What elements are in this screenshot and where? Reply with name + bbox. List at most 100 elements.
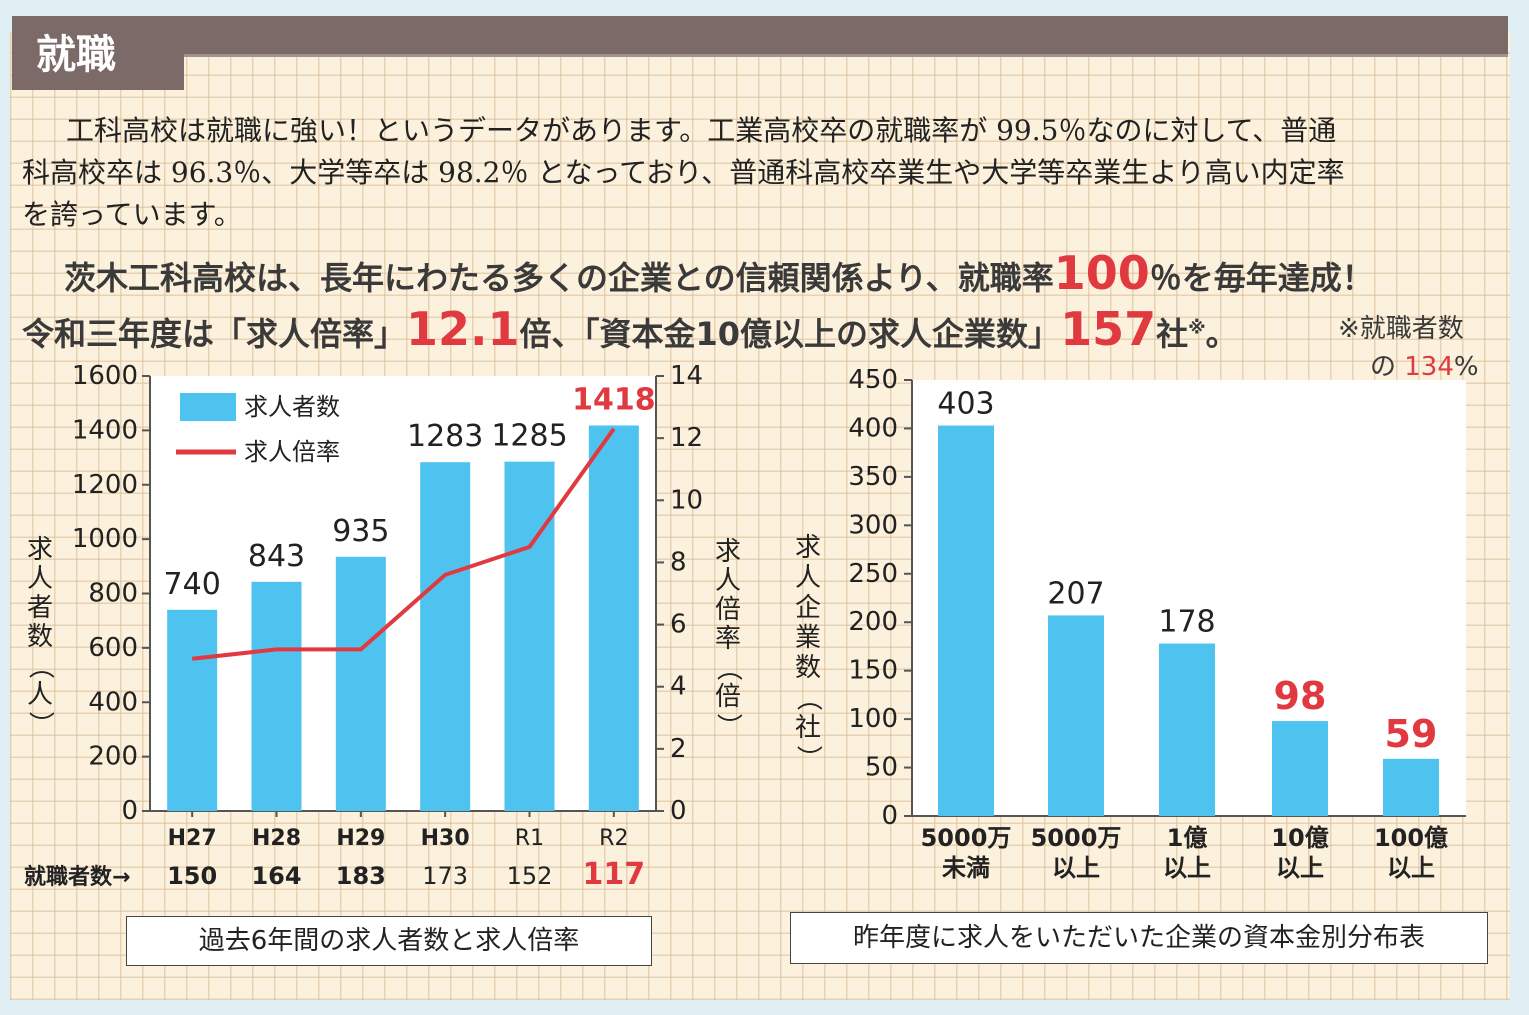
- y2-axis-label-char: （: [713, 655, 743, 681]
- y2-axis-label-char: ）: [713, 713, 743, 739]
- y-axis-label: 求人者数（人）: [25, 535, 55, 737]
- employed-row-label: 就職者数→: [24, 864, 130, 890]
- legend-line-label: 求人倍率: [244, 438, 340, 466]
- headline-employment-rate: 茨木工科高校は、長年にわたる多くの企業との信頼関係より、就職率100％を毎年達成…: [64, 246, 1374, 300]
- bar-value-label: 1418: [572, 382, 656, 417]
- y-axis-label: 求人企業数（社）: [793, 533, 823, 771]
- section-title: 就職: [36, 31, 116, 78]
- y2-axis-label-char: 倍: [715, 595, 741, 625]
- y-tick-label: 50: [865, 753, 898, 783]
- bar-value-label: 59: [1385, 712, 1438, 756]
- y-tick-label: 250: [848, 559, 898, 589]
- x-tick-label: R2: [599, 826, 628, 851]
- chart1-caption: 過去6年間の求人者数と求人倍率: [126, 916, 652, 966]
- y-tick-label: 800: [88, 579, 138, 609]
- y2-tick-label: 12: [670, 423, 703, 453]
- y-tick-label: 400: [88, 687, 138, 717]
- y-tick-label: 1600: [72, 361, 138, 391]
- y2-tick-label: 14: [670, 361, 703, 391]
- headline2-post: 社: [1156, 315, 1189, 353]
- intro-text: 工科高校は就職に強い！というデータがあります。工業高校卒の就職率が 99.5％な…: [22, 110, 1502, 236]
- y2-tick-label: 4: [670, 672, 687, 702]
- header-bar-line: [150, 54, 1508, 57]
- y-tick-label: 100: [848, 704, 898, 734]
- y-axis-label-char: ）: [25, 711, 55, 737]
- headline2-end: 。: [1205, 315, 1238, 353]
- y-tick-label: 1400: [72, 415, 138, 445]
- bar-value-label: 1283: [407, 419, 483, 454]
- y-tick-label: 450: [848, 365, 898, 395]
- section-tab: [12, 16, 184, 90]
- y-axis-label-char: 企: [795, 593, 821, 623]
- y-axis-label-char: 人: [795, 563, 821, 593]
- x-tick-label-line2: 以上: [1276, 854, 1324, 882]
- bar: [251, 581, 302, 811]
- y-axis-label-char: 者: [27, 593, 53, 623]
- bar-value-label: 935: [332, 514, 389, 549]
- employed-count: 152: [507, 862, 553, 890]
- x-tick-label: H30: [421, 826, 470, 851]
- y2-tick-label: 10: [670, 485, 703, 515]
- bar: [335, 556, 386, 811]
- y-tick-label: 600: [88, 633, 138, 663]
- x-tick-label-line2: 以上: [1052, 854, 1100, 882]
- bar-value-label: 740: [164, 567, 221, 602]
- y-axis-label-char: 数: [27, 622, 53, 652]
- bar-value-label: 1285: [491, 419, 567, 454]
- footnote-pre: の: [1370, 352, 1405, 382]
- y-axis-label-char: （: [25, 653, 55, 679]
- y-axis-label-char: ）: [793, 745, 823, 771]
- bar-value-label: 843: [248, 539, 305, 574]
- footnote-value: 134: [1404, 352, 1454, 382]
- bar: [1272, 721, 1328, 816]
- y-tick-label: 300: [848, 510, 898, 540]
- x-tick-label-line1: 10億: [1271, 824, 1328, 852]
- x-tick-label-line1: 5000万: [1031, 824, 1122, 852]
- y2-tick-label: 8: [670, 547, 687, 577]
- y-tick-label: 400: [848, 413, 898, 443]
- y-axis-label-char: 求: [795, 533, 821, 563]
- employed-count: 150: [167, 862, 217, 890]
- bar: [588, 425, 639, 811]
- intro-line-1: 工科高校は就職に強い！というデータがあります。工業高校卒の就職率が 99.5％な…: [66, 114, 1337, 147]
- y-axis-label-char: 人: [27, 564, 53, 594]
- header-bar: [150, 16, 1508, 54]
- headline2-pre: 令和三年度は「求人倍率」: [22, 315, 407, 353]
- headline2-mid: 倍、「資本金10億以上の求人企業数」: [519, 315, 1061, 353]
- x-tick-label: H28: [252, 826, 301, 851]
- bar: [504, 461, 555, 811]
- bar-value-label: 207: [1047, 576, 1104, 611]
- y-axis-label-char: （: [793, 685, 823, 711]
- x-tick-label-line2: 以上: [1163, 854, 1211, 882]
- bar-value-label: 178: [1158, 605, 1215, 640]
- y-tick-label: 0: [121, 796, 138, 826]
- chart2-caption: 昨年度に求人をいただいた企業の資本金別分布表: [790, 912, 1488, 964]
- y2-axis-label-char: 倍: [715, 682, 741, 712]
- y-axis-label-char: 人: [27, 680, 53, 710]
- employment-rate-value: 100: [1053, 246, 1150, 300]
- plot-area: [150, 376, 656, 811]
- y2-axis-label-char: 求: [715, 537, 741, 567]
- headline-job-offers: 令和三年度は「求人倍率」12.1倍、「資本金10億以上の求人企業数」157社※。: [22, 302, 1238, 356]
- headline1-pre: 茨木工科高校は、長年にわたる多くの企業との信頼関係より、就職率: [64, 259, 1054, 297]
- x-tick-label-line1: 100億: [1374, 824, 1448, 852]
- legend-bar-label: 求人者数: [244, 393, 340, 421]
- x-tick-label: H29: [336, 826, 385, 851]
- bar: [938, 425, 994, 816]
- x-tick-label: R1: [515, 826, 544, 851]
- y2-axis-label: 求人倍率（倍）: [713, 537, 743, 739]
- y-tick-label: 200: [88, 742, 138, 772]
- ratio-line: [191, 427, 616, 661]
- x-tick-label-line1: 5000万: [921, 824, 1012, 852]
- x-tick-label-line2: 以上: [1387, 854, 1435, 882]
- company-count-value: 157: [1060, 302, 1157, 356]
- y-tick-label: 1000: [72, 524, 138, 554]
- legend-bar-swatch: [180, 393, 236, 421]
- bar: [1159, 643, 1215, 816]
- y-tick-label: 150: [848, 656, 898, 686]
- y-axis-label-char: 数: [795, 653, 821, 683]
- bar: [420, 462, 471, 811]
- employed-count: 183: [336, 862, 386, 890]
- y-axis-label-char: 社: [795, 713, 821, 743]
